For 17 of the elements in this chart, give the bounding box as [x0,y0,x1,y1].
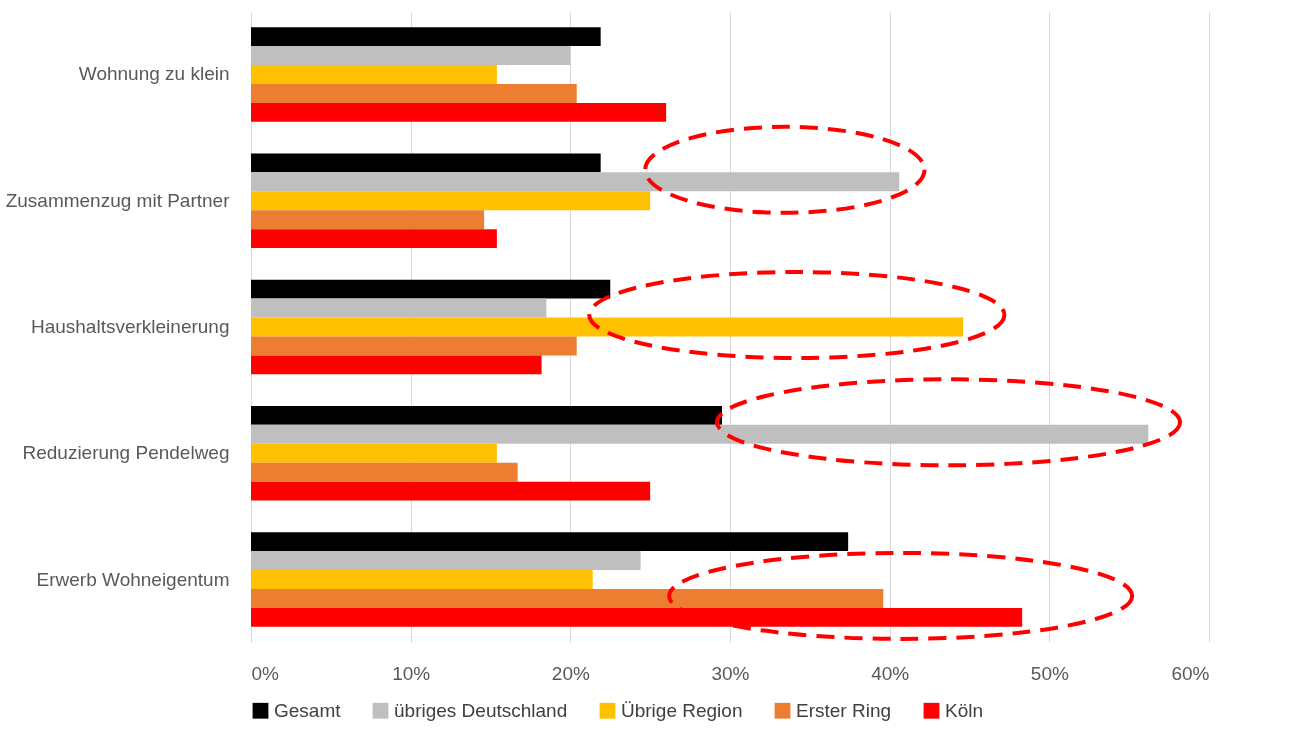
x-tick-label: 60% [1171,662,1210,684]
legend-label: Gesamt [274,699,342,721]
x-tick-label: 40% [871,662,910,684]
y-tick-label: Haushaltsverkleinerung [30,316,230,337]
y-tick-label: Erwerb Wohneigentum [36,568,230,590]
y-tick-label: Zusammenzug mit Partner [5,189,231,211]
legend-label: Übrige Region [621,699,743,721]
x-tick-label: 0% [251,662,280,684]
x-tick-label: 20% [551,662,590,684]
y-tick-label: Reduzierung Pendelweg [22,442,230,464]
x-tick-label: 10% [392,662,431,684]
legend-label: übriges Deutschland [394,699,568,721]
x-tick-label: 30% [711,662,750,684]
legend-label: Erster Ring [796,699,892,721]
x-tick-label: 50% [1030,662,1069,684]
y-tick-label: Wohnung zu klein [78,63,230,85]
legend-label: Köln [945,699,984,721]
